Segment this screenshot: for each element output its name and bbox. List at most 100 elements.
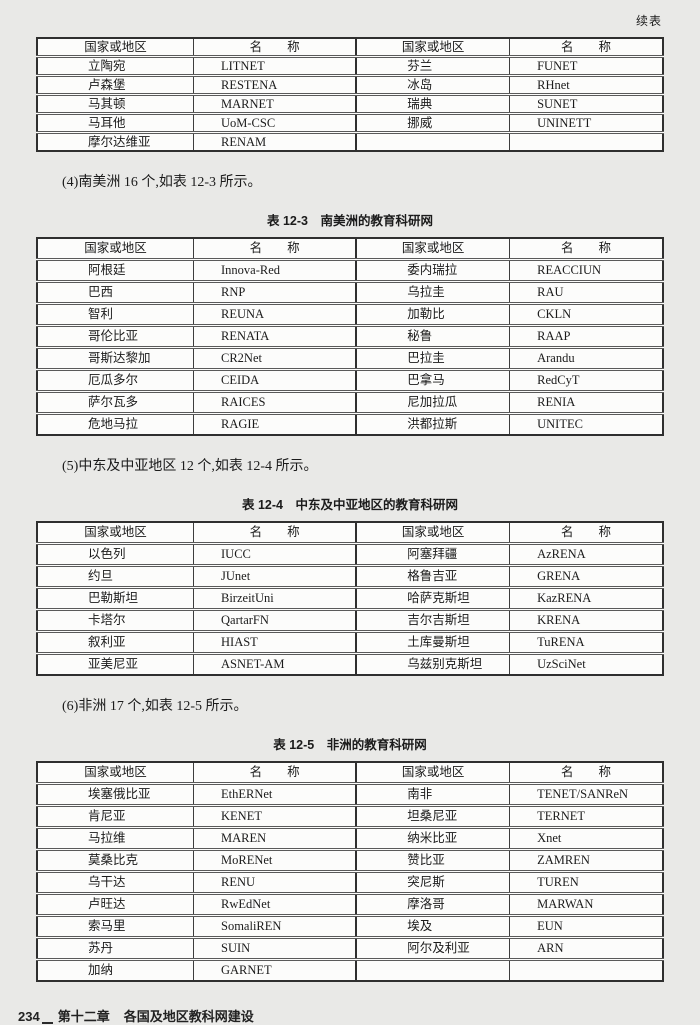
col-header-country: 国家或地区 — [356, 522, 511, 544]
cell-name: UoM-CSC — [193, 112, 358, 133]
col-header-name: 名 称 — [561, 765, 612, 779]
table-header-row: 国家或地区名 称国家或地区名 称 — [37, 238, 663, 260]
cell-country: 秘鲁 — [356, 324, 511, 348]
cell-country: 摩洛哥 — [356, 892, 511, 916]
col-header-country: 国家或地区 — [356, 762, 511, 784]
cell-country: 卡塔尔 — [37, 608, 194, 632]
table-row: 加纳 GARNET — [37, 958, 663, 981]
cell-name: EthERNet — [193, 782, 358, 806]
cell-name: TENET/SANReN — [509, 782, 663, 806]
cell-name: QartarFN — [193, 608, 358, 632]
table-row: 苏丹 SUIN 阿尔及利亚 ARN — [37, 936, 663, 960]
cell-name: RENAM — [193, 131, 358, 151]
cell-name: ASNET-AM — [193, 652, 358, 675]
cell-name: RHnet — [509, 74, 663, 95]
cell-name: TUREN — [509, 870, 663, 894]
table-12-4-caption: 表 12-4 中东及中亚地区的教育科研网 — [242, 498, 458, 512]
cell-name: RENIA — [509, 390, 663, 414]
cell-country: 阿尔及利亚 — [356, 936, 511, 960]
cell-country: 哥斯达黎加 — [37, 346, 194, 370]
document-page: 续表 国家或地区名 称国家或地区名 称立陶宛 LITNET 芬兰 FUNET 卢森堡 RE… — [18, 14, 664, 1024]
cell-name: JUnet — [193, 564, 358, 588]
cell-name: KENET — [193, 804, 358, 828]
col-header-country: 国家或地区 — [37, 762, 194, 784]
page-number: 234 — [18, 1009, 40, 1024]
cell-name: GARNET — [193, 958, 358, 981]
cell-name: KRENA — [509, 608, 663, 632]
cell-country: 巴拿马 — [356, 368, 511, 392]
cell-name: RAICES — [193, 390, 358, 414]
cell-name: TuRENA — [509, 630, 663, 654]
cell-country: 苏丹 — [37, 936, 194, 960]
cell-name: Innova-Red — [193, 258, 358, 282]
col-header-name: 名 称 — [193, 38, 358, 57]
cell-name: BirzeitUni — [193, 586, 358, 610]
cell-country: 智利 — [37, 302, 194, 326]
table-row: 巴西 RNP 乌拉圭 RAU — [37, 280, 663, 304]
cell-name: SomaliREN — [193, 914, 358, 938]
cell-name: REUNA — [193, 302, 358, 326]
cell-name: REACCIUN — [509, 258, 663, 282]
continued-table-label: 续表 — [635, 14, 662, 28]
cell-country: 阿塞拜疆 — [356, 542, 511, 566]
cell-name: MARWAN — [509, 892, 663, 916]
table-row: 萨尔瓦多 RAICES 尼加拉瓜 RENIA — [37, 390, 663, 414]
table-row: 哥斯达黎加 CR2Net 巴拉圭 Arandu — [37, 346, 663, 370]
cell-country: 巴勒斯坦 — [37, 586, 194, 610]
cell-name: CR2Net — [193, 346, 358, 370]
cell-country: 土库曼斯坦 — [356, 630, 511, 654]
cell-name: ARN — [509, 936, 663, 960]
cell-name: RAGIE — [193, 412, 358, 435]
cell-name: RAAP — [509, 324, 663, 348]
col-header-country: 国家或地区 — [37, 238, 194, 260]
table-header-row: 国家或地区名 称国家或地区名 称 — [37, 762, 663, 784]
cell-name: UNITEC — [509, 412, 663, 435]
cell-country: 叙利亚 — [37, 630, 194, 654]
cell-country: 乌干达 — [37, 870, 194, 894]
cell-country: 亚美尼亚 — [37, 652, 194, 675]
table-row: 莫桑比克 MoRENet 赞比亚 ZAMREN — [37, 848, 663, 872]
cell-country: 尼加拉瓜 — [356, 390, 511, 414]
table-row: 卢森堡 RESTENA 冰岛 RHnet — [37, 74, 663, 95]
cell-country: 摩尔达维亚 — [37, 131, 194, 151]
cell-country: 冰岛 — [356, 74, 511, 95]
col-header-country: 国家或地区 — [37, 522, 194, 544]
cell-name: IUCC — [193, 542, 358, 566]
table-row: 乌干达 RENU 突尼斯 TUREN — [37, 870, 663, 894]
cell-country: 危地马拉 — [37, 412, 194, 435]
cell-country: 挪威 — [356, 112, 511, 133]
cell-country: 马拉维 — [37, 826, 194, 850]
cell-name: EUN — [509, 914, 663, 938]
cell-name: AzRENA — [509, 542, 663, 566]
cell-country: 纳米比亚 — [356, 826, 511, 850]
cell-name: TERNET — [509, 804, 663, 828]
cell-name: UNINETT — [509, 112, 663, 133]
cell-name: SUIN — [193, 936, 358, 960]
page-footer: 234 第十二章 各国及地区教科网建设 — [18, 1006, 700, 1025]
cell-country: 加纳 — [37, 958, 194, 981]
cell-name: RENATA — [193, 324, 358, 348]
table-row: 亚美尼亚 ASNET-AM 乌兹别克斯坦 UzSciNet — [37, 652, 663, 675]
table-row: 厄瓜多尔 CEIDA 巴拿马 RedCyT — [37, 368, 663, 392]
cell-country: 委内瑞拉 — [356, 258, 511, 282]
cell-country: 卢森堡 — [37, 74, 194, 95]
col-header-name: 名 称 — [561, 525, 612, 539]
cell-name: HIAST — [193, 630, 358, 654]
cell-country: 莫桑比克 — [37, 848, 194, 872]
cell-name: ZAMREN — [509, 848, 663, 872]
cell-country: 埃塞俄比亚 — [37, 782, 194, 806]
table-12-5-africa: 国家或地区名 称国家或地区名 称埃塞俄比亚 EthERNet 南非 TENET/SAN… — [36, 761, 664, 982]
cell-name: RAU — [509, 280, 663, 304]
cell-country: 加勒比 — [356, 302, 511, 326]
cell-country: 肯尼亚 — [37, 804, 194, 828]
paragraph-africa: (6)非洲 17 个,如表 12-5 所示。 — [62, 699, 248, 714]
cell-country — [356, 131, 511, 151]
table-12-5-caption: 表 12-5 非洲的教育科研网 — [273, 738, 427, 752]
col-header-name: 名 称 — [561, 241, 612, 255]
cell-country: 乌拉圭 — [356, 280, 511, 304]
cell-country: 萨尔瓦多 — [37, 390, 194, 414]
cell-country: 马其顿 — [37, 93, 194, 114]
cell-country — [356, 958, 511, 981]
cell-name: KazRENA — [509, 586, 663, 610]
table-row: 卢旺达 RwEdNet 摩洛哥 MARWAN — [37, 892, 663, 916]
